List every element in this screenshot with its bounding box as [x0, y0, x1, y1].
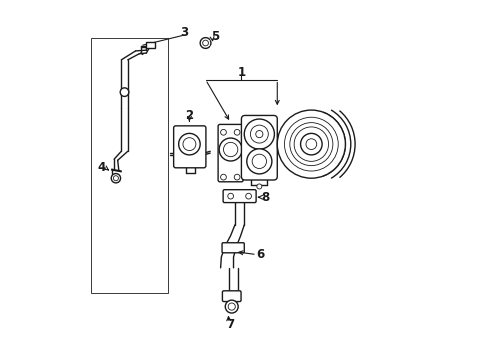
Circle shape	[306, 139, 317, 149]
Circle shape	[111, 174, 121, 183]
Circle shape	[290, 123, 333, 166]
Circle shape	[256, 131, 263, 138]
FancyBboxPatch shape	[147, 42, 155, 48]
Circle shape	[285, 117, 338, 171]
Circle shape	[179, 134, 200, 155]
Text: 7: 7	[226, 318, 234, 331]
Circle shape	[120, 88, 129, 96]
Circle shape	[245, 193, 251, 199]
Text: 5: 5	[212, 30, 220, 43]
Circle shape	[228, 193, 234, 199]
Text: 8: 8	[262, 191, 270, 204]
Circle shape	[234, 130, 240, 135]
Circle shape	[228, 303, 235, 310]
Circle shape	[223, 142, 238, 157]
Circle shape	[294, 127, 329, 161]
Circle shape	[225, 300, 238, 313]
Circle shape	[257, 184, 262, 189]
Circle shape	[247, 149, 272, 174]
Text: 3: 3	[180, 26, 188, 39]
Circle shape	[250, 125, 269, 143]
Circle shape	[277, 110, 345, 178]
Bar	[91, 39, 168, 293]
FancyBboxPatch shape	[222, 291, 241, 302]
FancyBboxPatch shape	[218, 125, 243, 182]
Text: 4: 4	[98, 161, 106, 174]
Circle shape	[234, 174, 240, 180]
Circle shape	[245, 119, 274, 149]
Circle shape	[220, 174, 226, 180]
FancyBboxPatch shape	[223, 190, 256, 203]
Circle shape	[300, 134, 322, 155]
Circle shape	[113, 176, 119, 181]
Circle shape	[219, 138, 242, 161]
Text: 1: 1	[237, 66, 245, 79]
Circle shape	[203, 40, 208, 46]
Circle shape	[220, 130, 226, 135]
Circle shape	[200, 38, 211, 48]
FancyBboxPatch shape	[242, 116, 277, 180]
FancyBboxPatch shape	[173, 126, 206, 168]
FancyBboxPatch shape	[222, 243, 245, 253]
Text: 6: 6	[256, 248, 265, 261]
Circle shape	[252, 154, 267, 168]
Circle shape	[183, 138, 196, 150]
Text: 2: 2	[185, 109, 194, 122]
